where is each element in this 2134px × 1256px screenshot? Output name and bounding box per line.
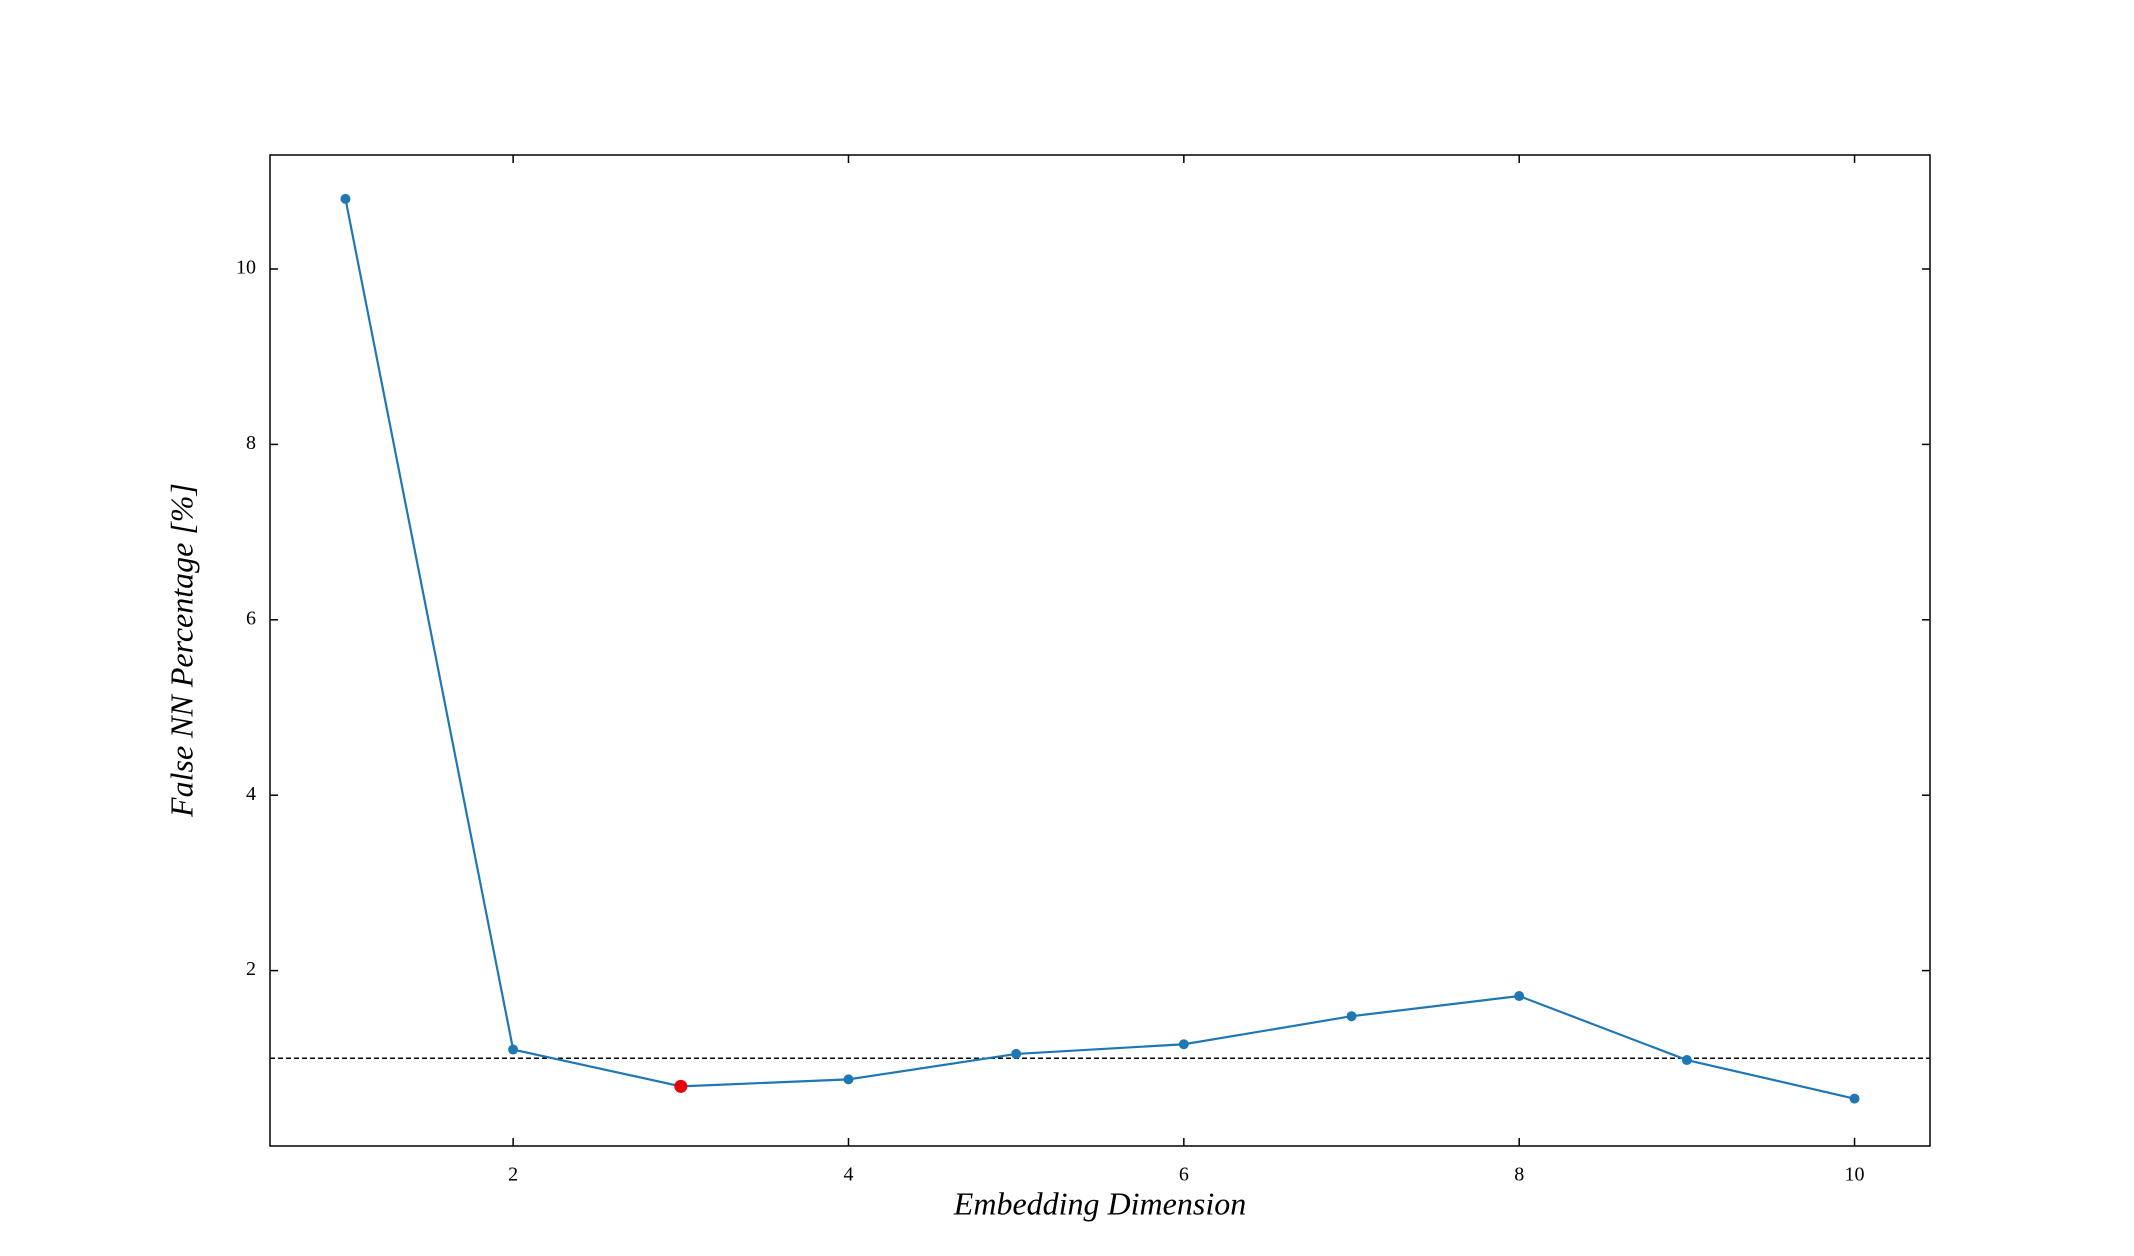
x-tick-label: 4 xyxy=(843,1164,853,1186)
data-point xyxy=(1681,1055,1692,1066)
data-point xyxy=(1011,1048,1022,1059)
y-tick-label: 6 xyxy=(246,607,256,629)
y-tick-label: 10 xyxy=(236,257,256,279)
y-tick-label: 2 xyxy=(246,958,256,980)
data-point xyxy=(340,193,351,204)
data-point xyxy=(1849,1093,1860,1104)
data-point xyxy=(843,1074,854,1085)
x-tick-label: 8 xyxy=(1514,1164,1524,1186)
x-axis-label: Embedding Dimension xyxy=(953,1185,1246,1221)
plot-frame xyxy=(269,154,1931,1147)
y-axis-label: False NN Percentage [%] xyxy=(163,483,199,818)
data-point xyxy=(1346,1011,1357,1022)
highlight-point xyxy=(674,1079,688,1093)
data-point xyxy=(1514,991,1525,1002)
x-tick-label: 6 xyxy=(1179,1164,1189,1186)
y-tick-label: 8 xyxy=(246,432,256,454)
x-tick-label: 10 xyxy=(1845,1164,1865,1186)
data-point xyxy=(1178,1039,1189,1050)
x-tick-label: 2 xyxy=(508,1164,518,1186)
data-line xyxy=(344,198,1855,1100)
data-point xyxy=(508,1044,519,1055)
y-tick-label: 4 xyxy=(246,783,256,805)
